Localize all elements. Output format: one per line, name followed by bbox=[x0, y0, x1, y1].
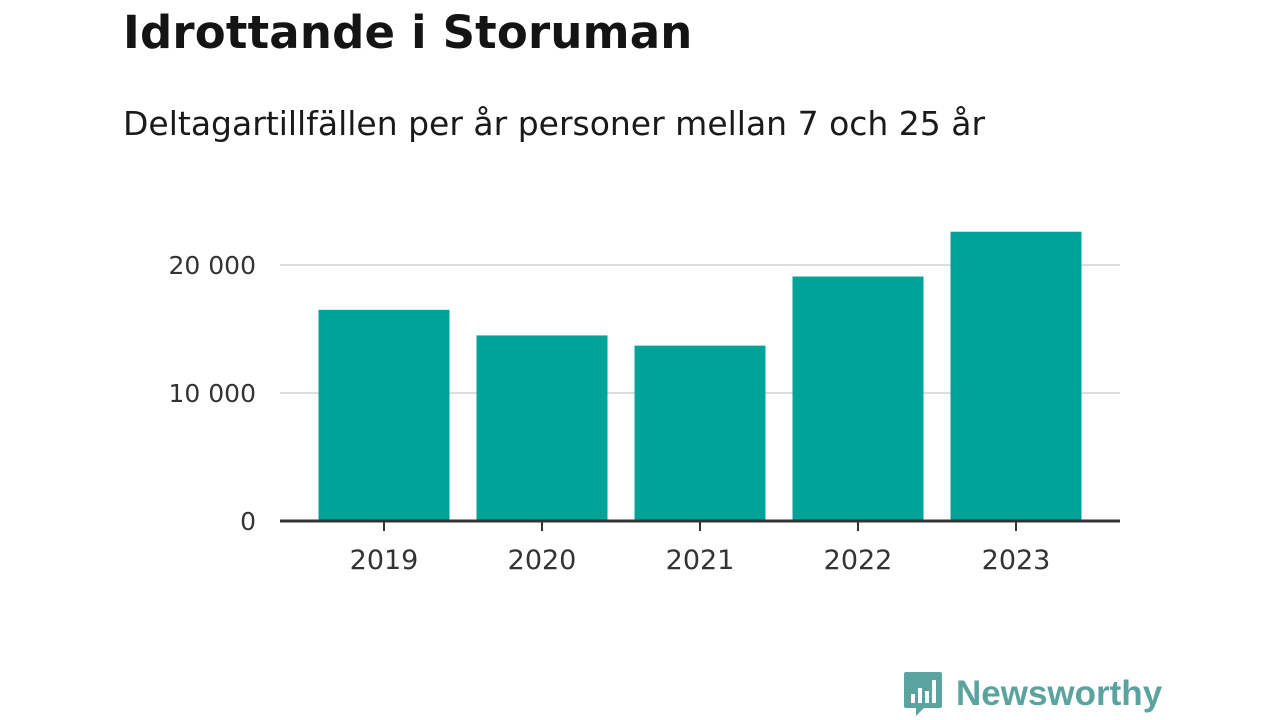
tick-labels: 0 10 000 20 000 2019 2020 2021 2022 2023 bbox=[169, 251, 1051, 576]
bar-chart: 0 10 000 20 000 2019 2020 2021 2022 2023 bbox=[169, 231, 1120, 576]
brand-name: Newsworthy bbox=[956, 674, 1163, 713]
chart-subtitle: Deltagartillfällen per år personer mella… bbox=[123, 104, 986, 143]
x-tick-label: 2020 bbox=[508, 545, 577, 576]
bar-2023 bbox=[950, 231, 1082, 521]
bars bbox=[318, 231, 1082, 521]
bar-chart-speech-bubble-icon bbox=[904, 672, 942, 716]
chart-title: Idrottande i Storuman bbox=[123, 6, 693, 59]
x-tick-label: 2023 bbox=[982, 545, 1051, 576]
y-tick-label: 20 000 bbox=[169, 251, 256, 280]
y-tick-label: 0 bbox=[240, 507, 256, 536]
bar-2021 bbox=[634, 345, 766, 521]
y-tick-label: 10 000 bbox=[169, 379, 256, 408]
x-tick-label: 2022 bbox=[824, 545, 893, 576]
x-tick-label: 2021 bbox=[666, 545, 735, 576]
bar-2020 bbox=[476, 335, 608, 521]
x-tick-label: 2019 bbox=[350, 545, 419, 576]
axes bbox=[280, 519, 1120, 531]
bar-2022 bbox=[792, 276, 924, 521]
bar-2019 bbox=[318, 309, 450, 521]
newsworthy-logo: Newsworthy bbox=[902, 670, 1162, 718]
